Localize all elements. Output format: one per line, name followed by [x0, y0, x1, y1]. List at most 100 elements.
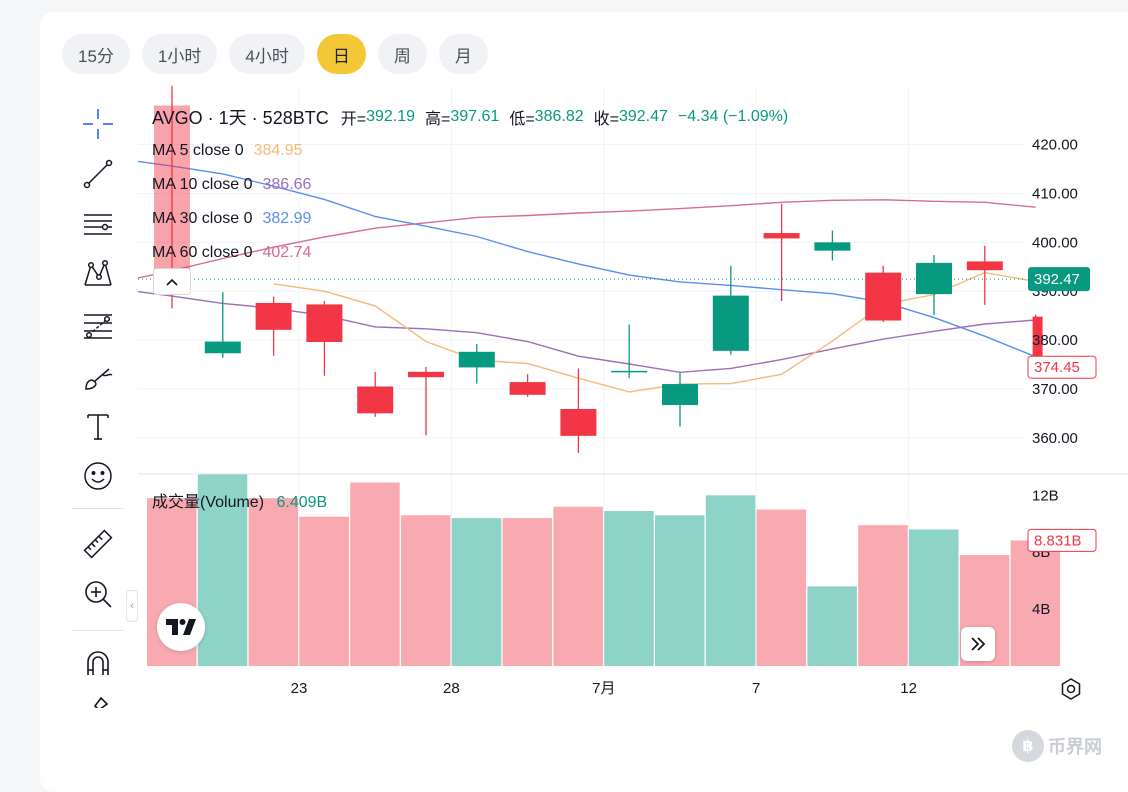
- tradingview-logo[interactable]: [157, 603, 205, 651]
- price-tick-label: 410.00: [1032, 185, 1078, 202]
- crosshair-icon[interactable]: [80, 106, 116, 142]
- candle-body: [357, 386, 394, 414]
- high-value: 397.61: [450, 108, 500, 125]
- ma60-label: MA 60 close 0: [152, 244, 253, 261]
- tab-4h[interactable]: 4小时: [229, 34, 305, 74]
- close-value: 392.47: [618, 108, 668, 125]
- volume-bar: [401, 515, 451, 666]
- tab-15m[interactable]: 15分: [62, 34, 130, 74]
- ma60-line: [138, 199, 1036, 279]
- current-price-badge: [1027, 355, 1097, 379]
- candle-body: [966, 261, 1003, 271]
- last-price-badge: [1028, 267, 1090, 292]
- text-icon[interactable]: [80, 408, 116, 444]
- ma30-value: 382.99: [262, 210, 312, 227]
- candle-body: [611, 370, 648, 373]
- tab-1d[interactable]: 日: [316, 34, 366, 74]
- ruler-icon[interactable]: [80, 526, 116, 562]
- close-label: 收=: [593, 111, 619, 128]
- price-tick-label: 360.00: [1032, 430, 1078, 447]
- volume-label: 成交量(Volume): [152, 494, 265, 511]
- candle-body: [255, 302, 292, 330]
- lock-icon[interactable]: [80, 692, 116, 708]
- volume-bar: [1010, 540, 1061, 666]
- tradingview-logo-icon: [166, 619, 196, 635]
- low-value: 386.82: [534, 108, 584, 125]
- gear-icon: [1061, 678, 1081, 700]
- price-tick-label: 370.00: [1032, 381, 1078, 398]
- volume-tick-label: 12B: [1032, 487, 1059, 504]
- tab-1w[interactable]: 周: [377, 34, 427, 74]
- collapse-legend-button[interactable]: [153, 268, 191, 295]
- scroll-to-latest-button[interactable]: [961, 627, 995, 661]
- last-price-badge-text: 392.47: [1034, 271, 1080, 288]
- double-chevron-right-icon: [971, 637, 986, 651]
- chart-settings-button[interactable]: [1058, 676, 1084, 702]
- volume-bar: [248, 498, 299, 666]
- fib-retracement-icon[interactable]: [80, 308, 116, 344]
- tab-1h[interactable]: 1小时: [141, 34, 218, 74]
- timeframe-tabs: 15分 1小时 4小时 日 周 月: [62, 34, 488, 74]
- volume-bar: [350, 482, 400, 666]
- volume-bar: [705, 495, 756, 666]
- price-tick-label: 380.00: [1032, 332, 1078, 349]
- volume-bar: [502, 518, 553, 666]
- emoji-icon[interactable]: [80, 458, 116, 494]
- candle-body: [408, 371, 444, 378]
- candle-body: [916, 262, 952, 295]
- time-tick-label: 7: [752, 680, 760, 697]
- zoom-in-icon[interactable]: [80, 576, 116, 612]
- watermark-text: 币界网: [1048, 737, 1102, 757]
- volume-bar: [604, 510, 654, 666]
- time-tick-label: 7月: [592, 680, 615, 697]
- candle-body: [509, 382, 546, 395]
- change-value: −4.34 (−1.09%): [677, 108, 789, 125]
- candle-body: [1032, 316, 1043, 368]
- time-tick-label: 12: [900, 680, 917, 697]
- watermark-coin-icon: ฿: [1012, 730, 1044, 762]
- price-tick-label: 420.00: [1032, 137, 1078, 154]
- chart-legend: AVGO · 1天 · 528BTC 开= 392.19 高= 397.61 低= 3…: [152, 100, 788, 270]
- time-tick-label: 28: [443, 680, 460, 697]
- collapse-toolbar-button[interactable]: ‹: [126, 590, 138, 622]
- tab-1mo[interactable]: 月: [438, 34, 488, 74]
- candle-body: [763, 233, 800, 239]
- volume-bar: [299, 516, 349, 666]
- ma5-line: [273, 271, 1036, 393]
- price-chart[interactable]: 360.00370.00380.00390.00400.00410.00420.…: [138, 86, 1128, 706]
- candle-body: [154, 105, 190, 272]
- candle-body: [458, 351, 495, 368]
- high-label: 高=: [425, 111, 451, 128]
- volume-bar: [655, 515, 705, 666]
- volume-bar: [756, 509, 807, 666]
- brush-icon[interactable]: [80, 360, 116, 396]
- candle-body: [712, 295, 749, 351]
- candle-body: [560, 408, 597, 436]
- volume-value: 6.409B: [276, 494, 328, 511]
- ma5-value: 384.95: [253, 142, 303, 159]
- volume-badge-text: 8.831B: [1034, 532, 1082, 549]
- magnet-icon[interactable]: [80, 646, 116, 682]
- volume-bar: [909, 529, 959, 666]
- volume-bar: [858, 525, 908, 666]
- symbol-title: AVGO · 1天 · 528BTC: [152, 108, 329, 128]
- time-tick-label: 23: [291, 680, 308, 697]
- volume-bar: [553, 506, 603, 666]
- price-tick-label: 400.00: [1032, 234, 1078, 251]
- chevron-up-icon: [166, 278, 178, 286]
- pattern-icon[interactable]: [80, 256, 116, 292]
- candle-body: [814, 242, 851, 251]
- ma30-label: MA 30 close 0: [152, 210, 253, 227]
- candle-body: [662, 384, 698, 406]
- trend-line-icon[interactable]: [80, 156, 116, 192]
- horizontal-lines-icon[interactable]: [80, 206, 116, 242]
- volume-badge: [1027, 528, 1097, 552]
- open-value: 392.19: [366, 108, 416, 125]
- volume-bar: [197, 474, 248, 666]
- current-price-badge-text: 374.45: [1034, 359, 1080, 376]
- ma5-label: MA 5 close 0: [152, 142, 244, 159]
- ma10-label: MA 10 close 0: [152, 176, 253, 193]
- volume-bar: [451, 518, 502, 666]
- ma10-value: 386.66: [262, 176, 312, 193]
- drawing-toolbar: [72, 96, 128, 708]
